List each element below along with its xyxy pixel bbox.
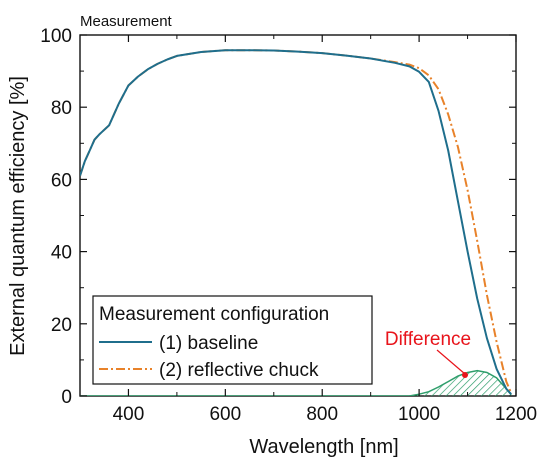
series-line-baseline <box>80 49 512 395</box>
y-tick-label: 20 <box>51 315 72 336</box>
difference-pointer-dot <box>462 372 468 378</box>
chart-title: Measurement <box>80 13 173 30</box>
x-axis-label: Wavelength [nm] <box>249 436 398 458</box>
difference-pointer <box>436 349 466 375</box>
y-tick-label: 0 <box>61 387 72 408</box>
y-tick-label: 40 <box>51 243 72 264</box>
y-tick-label: 100 <box>40 26 72 47</box>
legend-label-baseline: (1) baseline <box>159 333 258 354</box>
y-axis-label: External quantum efficiency [%] <box>7 76 29 356</box>
x-tick-label: 400 <box>113 404 145 425</box>
x-tick-label: 1000 <box>398 404 440 425</box>
legend-label-reflective-chuck: (2) reflective chuck <box>159 360 319 381</box>
difference-area <box>409 370 512 396</box>
legend: Measurement configuration (1) baseline (… <box>92 295 373 385</box>
legend-title: Measurement configuration <box>99 304 329 325</box>
y-tick-label: 80 <box>51 98 72 119</box>
difference-label: Difference <box>385 329 471 350</box>
difference-annotation: Difference <box>385 329 471 378</box>
x-tick-label: 600 <box>209 404 241 425</box>
x-tick-label: 800 <box>306 404 338 425</box>
y-tick-label: 60 <box>51 170 72 191</box>
tick-layer: 400 600 800 1000 1200 0 20 40 60 80 100 <box>40 26 537 425</box>
x-tick-label: 1200 <box>495 404 537 425</box>
series-layer <box>80 49 513 396</box>
